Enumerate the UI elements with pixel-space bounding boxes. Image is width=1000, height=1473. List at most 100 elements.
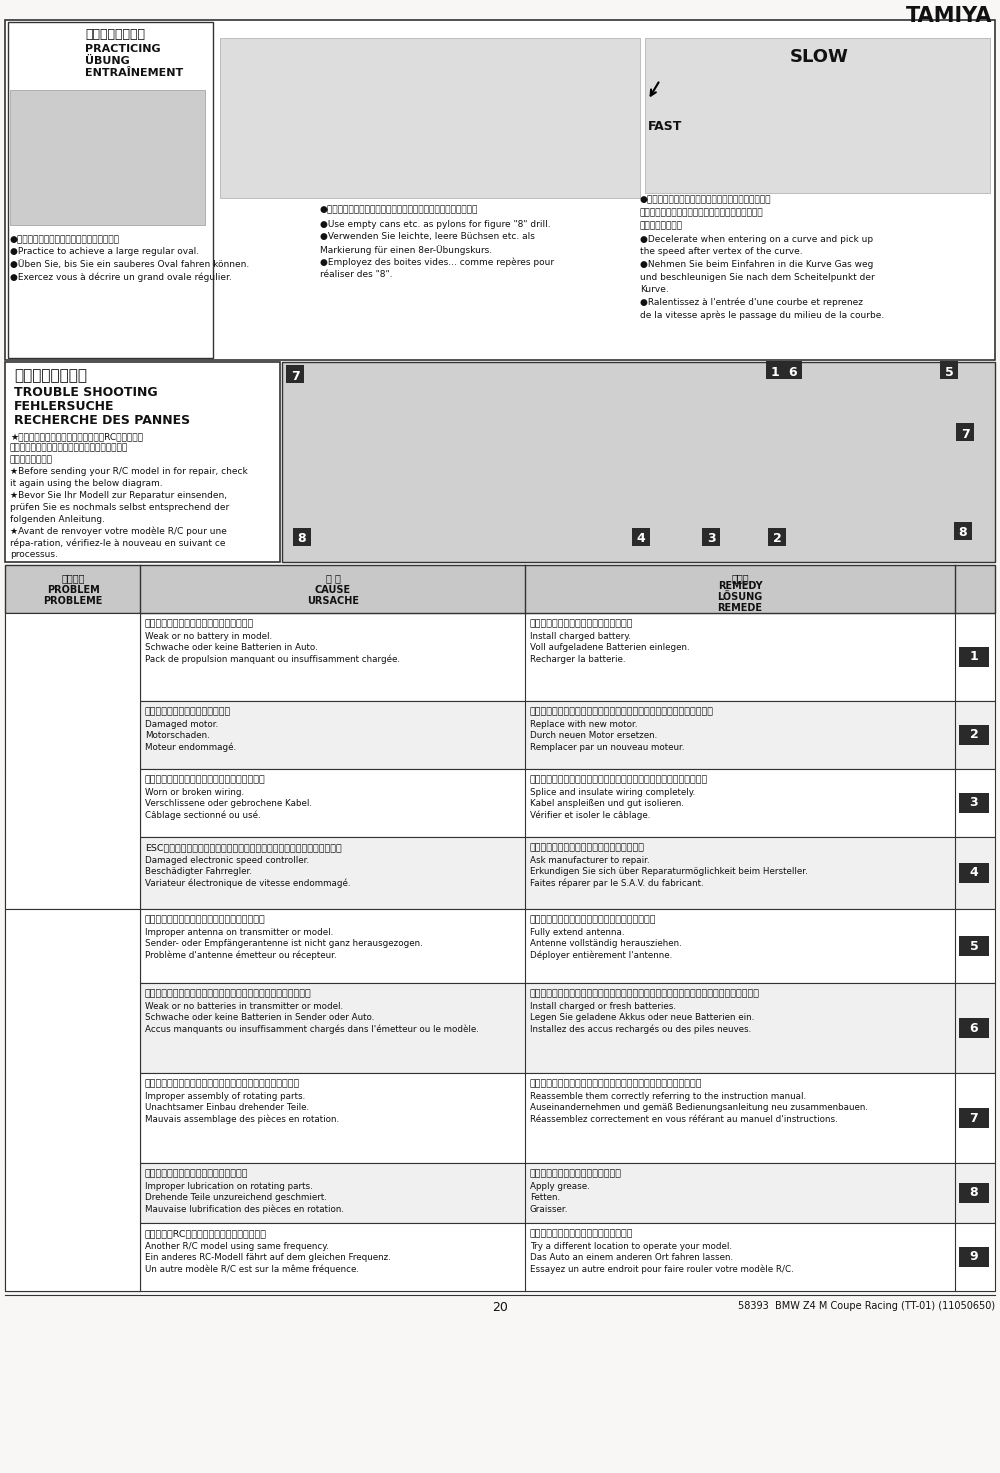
- Text: 6: 6: [789, 365, 797, 379]
- Text: Sender- oder Empfängerantenne ist nicht ganz herausgezogen.: Sender- oder Empfängerantenne ist nicht …: [145, 940, 423, 949]
- Text: ●Nehmen Sie beim Einfahren in die Kurve Gas weg: ●Nehmen Sie beim Einfahren in die Kurve …: [640, 261, 873, 270]
- Text: LÖSUNG: LÖSUNG: [717, 592, 763, 602]
- Bar: [5, 909, 995, 982]
- Text: Erkundigen Sie sich über Reparaturmöglichkeit beim Hersteller.: Erkundigen Sie sich über Reparaturmöglic…: [530, 868, 808, 876]
- Text: 8: 8: [970, 1186, 978, 1199]
- Text: 20: 20: [492, 1301, 508, 1314]
- Text: 走行用バッテリーが充電されていますか？: 走行用バッテリーが充電されていますか？: [145, 619, 254, 627]
- Text: 可動部がグリスアップされていますか？: 可動部がグリスアップされていますか？: [145, 1170, 248, 1178]
- Text: Déployer entièrement l'antenne.: Déployer entièrement l'antenne.: [530, 952, 672, 960]
- Text: Faites réparer par le S.A.V. du fabricant.: Faites réparer par le S.A.V. du fabrican…: [530, 879, 704, 888]
- Text: de la vitesse après le passage du milieu de la courbe.: de la vitesse après le passage du milieu…: [640, 309, 884, 320]
- Text: PROBLEM: PROBLEM: [47, 585, 99, 595]
- Text: 1: 1: [771, 365, 779, 379]
- Text: Apply grease.: Apply grease.: [530, 1181, 590, 1192]
- Text: 送信機、受信機のアンテナはのびていますか？: 送信機、受信機のアンテナはのびていますか？: [145, 915, 266, 924]
- Text: Essayez un autre endroit pour faire rouler votre modèle R/C.: Essayez un autre endroit pour faire roul…: [530, 1265, 794, 1274]
- Text: ★おかしいな？と思ったときは、車（RCカー）を修: ★おかしいな？と思ったときは、車（RCカー）を修: [10, 432, 143, 440]
- Text: Damaged electronic speed controller.: Damaged electronic speed controller.: [145, 856, 309, 865]
- Bar: [959, 1108, 989, 1128]
- Text: Variateur électronique de vitesse endommagé.: Variateur électronique de vitesse endomm…: [145, 879, 351, 888]
- Bar: [5, 1223, 995, 1290]
- Text: 6: 6: [970, 1021, 978, 1034]
- Text: 走行用バッテリーを充電してください。: 走行用バッテリーを充電してください。: [530, 619, 634, 627]
- Text: Install charged or fresh batteries.: Install charged or fresh batteries.: [530, 1002, 676, 1010]
- Text: Câblage sectionné ou usé.: Câblage sectionné ou usé.: [145, 812, 261, 820]
- Text: No control.: No control.: [10, 1086, 60, 1094]
- Text: Le modèle ne démar-: Le modèle ne démar-: [10, 770, 106, 781]
- Text: ENTRAÎNEMENT: ENTRAÎNEMENT: [85, 68, 183, 78]
- Text: Weak or no battery in model.: Weak or no battery in model.: [145, 632, 272, 641]
- Bar: [5, 362, 280, 563]
- Text: FEHLERSUCHE: FEHLERSUCHE: [14, 401, 114, 412]
- Text: 3: 3: [970, 797, 978, 810]
- Bar: [959, 647, 989, 667]
- Text: Try a different location to operate your model.: Try a different location to operate your…: [530, 1242, 732, 1251]
- Text: RECHERCHE DES PANNES: RECHERCHE DES PANNES: [14, 414, 190, 427]
- Text: Weak or no batteries in transmitter or model.: Weak or no batteries in transmitter or m…: [145, 1002, 343, 1010]
- Text: Improper antenna on transmitter or model.: Improper antenna on transmitter or model…: [145, 928, 333, 937]
- Text: 走行用バッテリーは充電してください。送信機の電池は新品のものと交換してください。: 走行用バッテリーは充電してください。送信機の電池は新品のものと交換してください。: [530, 988, 760, 999]
- Bar: [959, 863, 989, 882]
- Text: Legen Sie geladene Akkus oder neue Batterien ein.: Legen Sie geladene Akkus oder neue Batte…: [530, 1013, 754, 1022]
- Text: Installez des accus rechargés ou des piles neuves.: Installez des accus rechargés ou des pil…: [530, 1025, 751, 1034]
- Text: TAMIYA: TAMIYA: [906, 6, 992, 27]
- Text: prüfen Sie es nochmals selbst entsprechend der: prüfen Sie es nochmals selbst entspreche…: [10, 502, 229, 511]
- Text: Recharger la batterie.: Recharger la batterie.: [530, 655, 626, 664]
- Bar: [959, 725, 989, 745]
- Text: コード類がやぶれてショートしていませんか？: コード類がやぶれてショートしていませんか？: [145, 775, 266, 784]
- Bar: [293, 527, 311, 546]
- Text: Kurve.: Kurve.: [640, 284, 669, 295]
- Bar: [702, 527, 720, 546]
- Text: Splice and insulate wiring completely.: Splice and insulate wiring completely.: [530, 788, 695, 797]
- Text: REMEDE: REMEDE: [718, 602, 763, 613]
- Text: ESC（エレクトロニクスピードコントローラー）が故障していませんか？: ESC（エレクトロニクスピードコントローラー）が故障していませんか？: [145, 843, 342, 851]
- Text: ●大きく楕円を描くように走らせてみよう。: ●大きく楕円を描くように走らせてみよう。: [10, 236, 120, 245]
- Text: the speed after vertex of the curve.: the speed after vertex of the curve.: [640, 247, 803, 256]
- Text: und beschleunigen Sie nach dem Scheitelpunkt der: und beschleunigen Sie nach dem Scheitelp…: [640, 273, 875, 281]
- Text: URSACHE: URSACHE: [307, 597, 359, 605]
- Text: Vérifier et isoler le câblage.: Vérifier et isoler le câblage.: [530, 812, 650, 820]
- Text: コードをしっかり絶縁するか、メーカーに修理を依頼してください。: コードをしっかり絶縁するか、メーカーに修理を依頼してください。: [530, 775, 708, 784]
- Text: Markierung für einen 8er-Übungskurs.: Markierung für einen 8er-Übungskurs.: [320, 245, 492, 255]
- Text: Replace with new motor.: Replace with new motor.: [530, 720, 638, 729]
- Text: Beschädigter Fahrregler.: Beschädigter Fahrregler.: [145, 868, 252, 876]
- Text: 可動部にグリスをつけてください。: 可動部にグリスをつけてください。: [530, 1170, 622, 1178]
- Text: ★Bevor Sie Ihr Modell zur Reparatur einsenden,: ★Bevor Sie Ihr Modell zur Reparatur eins…: [10, 491, 227, 499]
- Text: REMEDY: REMEDY: [718, 580, 762, 591]
- Text: Voll aufgeladene Batterien einlegen.: Voll aufgeladene Batterien einlegen.: [530, 644, 690, 653]
- Text: 近くで別のRCモデルを操縦していませんか？: 近くで別のRCモデルを操縦していませんか？: [145, 1228, 267, 1237]
- Text: 走行練習をしよう: 走行練習をしよう: [85, 28, 145, 41]
- Text: Réassemblez correctement en vous référant au manuel d'instructions.: Réassemblez correctement en vous référan…: [530, 1115, 838, 1124]
- Text: ★Before sending your R/C model in for repair, check: ★Before sending your R/C model in for re…: [10, 467, 248, 476]
- Text: ●Verwenden Sie leichte, leere Büchsen etc. als: ●Verwenden Sie leichte, leere Büchsen et…: [320, 233, 535, 242]
- Bar: [956, 423, 974, 440]
- Bar: [940, 361, 958, 379]
- Text: 場所を変えるか、少し時間をおきます。: 場所を変えるか、少し時間をおきます。: [530, 1228, 634, 1237]
- Text: Verschlissene oder gebrochene Kabel.: Verschlissene oder gebrochene Kabel.: [145, 800, 312, 809]
- Text: 直し方: 直し方: [731, 573, 749, 583]
- Text: Reassemble them correctly referring to the instruction manual.: Reassemble them correctly referring to t…: [530, 1091, 806, 1100]
- Bar: [5, 1164, 995, 1223]
- Text: Drehende Teile unzureichend geschmiert.: Drehende Teile unzureichend geschmiert.: [145, 1193, 327, 1202]
- Text: ●Use empty cans etc. as pylons for figure "8" drill.: ●Use empty cans etc. as pylons for figur…: [320, 219, 551, 228]
- Text: を落とし、曲がり終わるとともに速度を上げて行く: を落とし、曲がり終わるとともに速度を上げて行く: [640, 208, 764, 217]
- Text: ÜBUNG: ÜBUNG: [85, 56, 130, 66]
- Bar: [282, 362, 995, 563]
- Text: 5: 5: [970, 940, 978, 953]
- Text: 説明書をよく見て回転部を確認、または組み立て直してください。: 説明書をよく見て回転部を確認、または組み立て直してください。: [530, 1080, 702, 1089]
- Text: ●コーナリングのやり方は、カーブに入るときは速度: ●コーナリングのやり方は、カーブに入るときは速度: [640, 194, 772, 203]
- Text: Auseinandernehmen und gemäß Bedienungsanleitung neu zusammenbauen.: Auseinandernehmen und gemäß Bedienungsan…: [530, 1103, 868, 1112]
- Text: Perte de contrôle.: Perte de contrôle.: [10, 1111, 91, 1119]
- Bar: [959, 792, 989, 813]
- Text: it again using the below diagram.: it again using the below diagram.: [10, 479, 163, 488]
- Text: Graisser.: Graisser.: [530, 1205, 568, 1214]
- Text: 8: 8: [959, 526, 967, 539]
- Bar: [5, 909, 140, 1290]
- Text: Mauvaise lubrification des pièces en rotation.: Mauvaise lubrification des pièces en rot…: [145, 1205, 344, 1215]
- Text: Accus manquants ou insuffisamment chargés dans l'émetteur ou le modèle.: Accus manquants ou insuffisamment chargé…: [145, 1025, 479, 1034]
- Bar: [768, 527, 786, 546]
- Text: 7: 7: [970, 1112, 978, 1124]
- Text: Fully extend antenna.: Fully extend antenna.: [530, 928, 624, 937]
- Bar: [5, 566, 995, 613]
